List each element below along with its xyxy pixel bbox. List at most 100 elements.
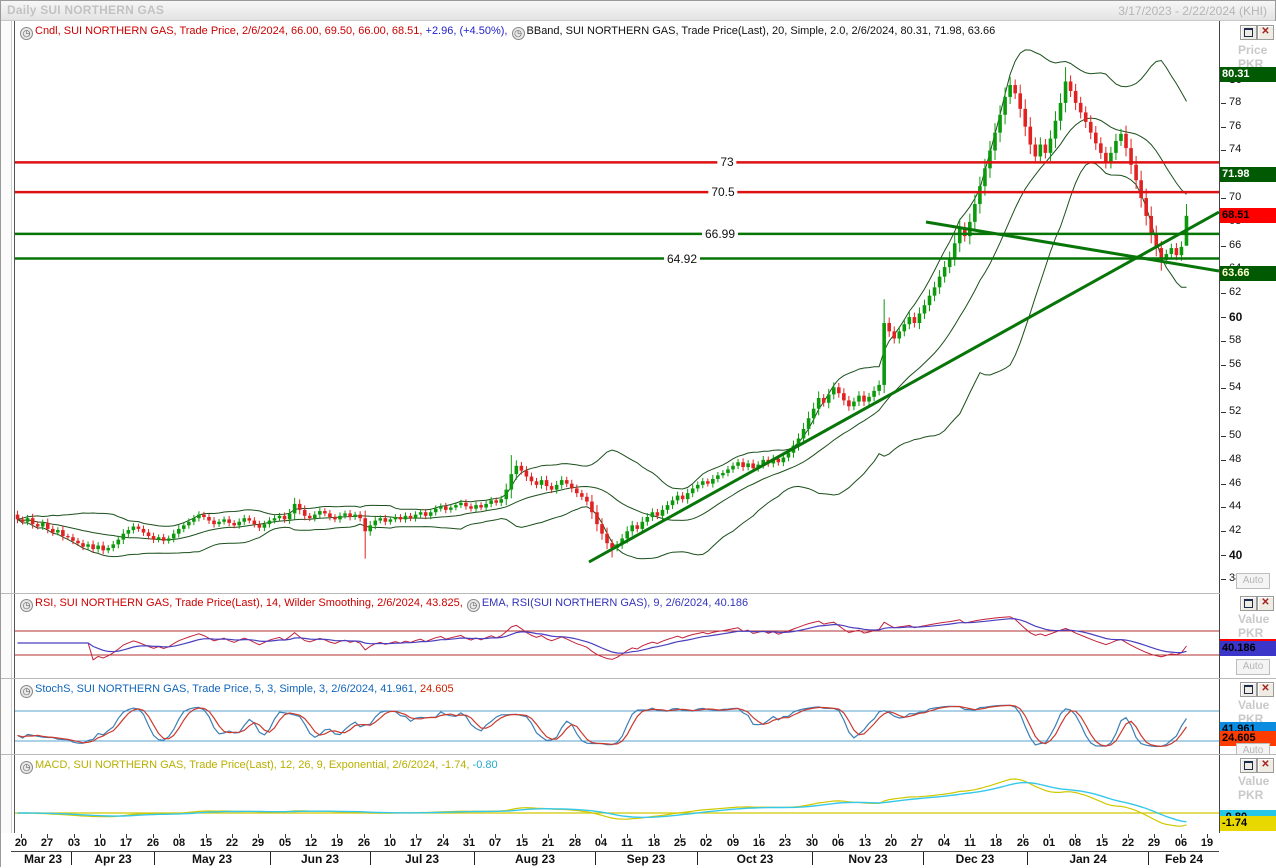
indicator-clock-icon[interactable]: ◷ <box>20 761 33 774</box>
day-tick <box>1207 834 1208 838</box>
day-label: 31 <box>462 837 476 849</box>
day-label: 04 <box>594 837 608 849</box>
price-tick-label: 40 <box>1229 548 1243 562</box>
day-label: 17 <box>119 837 133 849</box>
plot-left-border <box>14 21 15 833</box>
day-tick <box>944 834 945 838</box>
price-badge: 80.31 <box>1220 67 1276 82</box>
day-label: 07 <box>488 837 502 849</box>
day-label: 06 <box>1174 837 1188 849</box>
price-tick-mark <box>1221 436 1226 437</box>
axis-currency: PKR <box>1238 626 1264 640</box>
day-label: 25 <box>673 837 687 849</box>
day-label: 26 <box>357 837 371 849</box>
legend-text: MACD, SUI NORTHERN GAS, Trade Price(Last… <box>35 759 473 771</box>
day-label: 15 <box>1095 837 1109 849</box>
day-label: 17 <box>409 837 423 849</box>
month-separator <box>1148 852 1149 865</box>
panel-separator <box>1 678 1276 679</box>
day-tick <box>153 834 154 838</box>
day-label: 26 <box>1016 837 1030 849</box>
level-label: 73 <box>717 155 737 169</box>
stoch-plot-canvas[interactable] <box>15 679 1219 753</box>
indicator-clock-icon[interactable]: ◷ <box>20 685 33 698</box>
axis-title: Value <box>1238 612 1270 626</box>
price-badge: 71.98 <box>1220 167 1276 182</box>
legend-text: EMA, RSI(SUI NORTHERN GAS), 9, 2/6/2024,… <box>481 597 749 609</box>
restore-button[interactable] <box>1240 25 1257 40</box>
stoch-badge: 24.605 <box>1220 731 1276 746</box>
close-button[interactable]: ✕ <box>1257 25 1274 40</box>
axis-title: Price <box>1238 43 1268 57</box>
auto-button[interactable]: Auto <box>1236 659 1270 675</box>
stoch-axis[interactable]: ✕ Value PKR 41.961 24.605 Auto <box>1220 679 1276 759</box>
macd-legend: ◷ MACD, SUI NORTHERN GAS, Trade Price(Las… <box>19 759 498 774</box>
day-label: 02 <box>699 837 713 849</box>
price-plot-canvas[interactable] <box>15 41 1219 591</box>
day-tick <box>627 834 628 838</box>
indicator-clock-icon[interactable]: ◷ <box>20 27 33 40</box>
macd-plot-canvas[interactable] <box>15 755 1219 833</box>
panel-separator <box>1 754 1276 755</box>
day-tick <box>285 834 286 838</box>
day-tick <box>390 834 391 838</box>
price-tick-label: 78 <box>1229 96 1242 108</box>
restore-button[interactable] <box>1240 758 1257 773</box>
restore-button[interactable] <box>1240 596 1257 611</box>
day-label: 03 <box>67 837 81 849</box>
month-label: Dec 23 <box>955 852 995 866</box>
rsi-plot-canvas[interactable] <box>15 593 1219 677</box>
legend-text: StochS, SUI NORTHERN GAS, Trade Price, 5… <box>35 683 420 695</box>
day-tick <box>1023 834 1024 838</box>
month-label: Jan 24 <box>1069 852 1107 866</box>
time-axis[interactable]: 20 27 03 10 17 26 08 15 22 29 05 12 19 26 10 17 24 31 07 15… <box>1 833 1276 868</box>
price-tick-label: 42 <box>1229 524 1242 536</box>
day-label: 30 <box>805 837 819 849</box>
close-button[interactable]: ✕ <box>1257 682 1274 697</box>
indicator-clock-icon[interactable]: ◷ <box>511 27 525 40</box>
day-tick <box>706 834 707 838</box>
level-label: 66.99 <box>701 227 739 241</box>
month-label: Jun 23 <box>300 852 340 866</box>
indicator-clock-icon[interactable]: ◷ <box>20 599 33 612</box>
month-axis-line <box>11 851 1219 852</box>
day-label: 20 <box>884 837 898 849</box>
day-label: 18 <box>647 837 661 849</box>
price-axis[interactable]: ✕PricePKR8078767472706866646260585654525… <box>1220 21 1276 593</box>
indicator-clock-icon[interactable]: ◷ <box>466 599 480 612</box>
price-tick-label: 58 <box>1229 334 1242 346</box>
price-tick-mark <box>1221 579 1226 580</box>
close-button[interactable]: ✕ <box>1257 758 1274 773</box>
legend-text: BBand, SUI NORTHERN GAS, Trade Price(Las… <box>526 25 996 37</box>
day-label: 22 <box>225 837 239 849</box>
level-label: 64.92 <box>663 252 701 266</box>
axis-title: Value <box>1238 774 1270 788</box>
day-tick <box>416 834 417 838</box>
price-badge: 68.51 <box>1220 208 1276 223</box>
date-range-label: 3/17/2023 - 2/22/2024 (KHI) <box>1118 4 1267 18</box>
price-tick-label: 70 <box>1229 191 1242 203</box>
level-label: 70.5 <box>708 185 738 199</box>
day-tick <box>917 834 918 838</box>
stoch-legend: ◷ StochS, SUI NORTHERN GAS, Trade Price, … <box>19 683 454 698</box>
price-tick-mark <box>1221 531 1226 532</box>
price-tick-label: 46 <box>1229 477 1242 489</box>
price-tick-mark <box>1221 317 1226 318</box>
day-tick <box>601 834 602 838</box>
rsi-legend: ◷ RSI, SUI NORTHERN GAS, Trade Price(Last… <box>19 597 748 612</box>
month-separator <box>595 852 596 865</box>
price-tick-mark <box>1221 460 1226 461</box>
day-tick <box>970 834 971 838</box>
day-tick <box>311 834 312 838</box>
price-tick-mark <box>1221 246 1226 247</box>
window-titlebar[interactable]: Daily SUI NORTHERN GAS 3/17/2023 - 2/22/… <box>1 1 1275 21</box>
day-tick <box>1075 834 1076 838</box>
auto-button[interactable]: Auto <box>1236 573 1270 589</box>
price-tick-label: 66 <box>1229 239 1242 251</box>
day-label: 27 <box>910 837 924 849</box>
price-tick-mark <box>1221 127 1226 128</box>
close-button[interactable]: ✕ <box>1257 596 1274 611</box>
restore-button[interactable] <box>1240 682 1257 697</box>
